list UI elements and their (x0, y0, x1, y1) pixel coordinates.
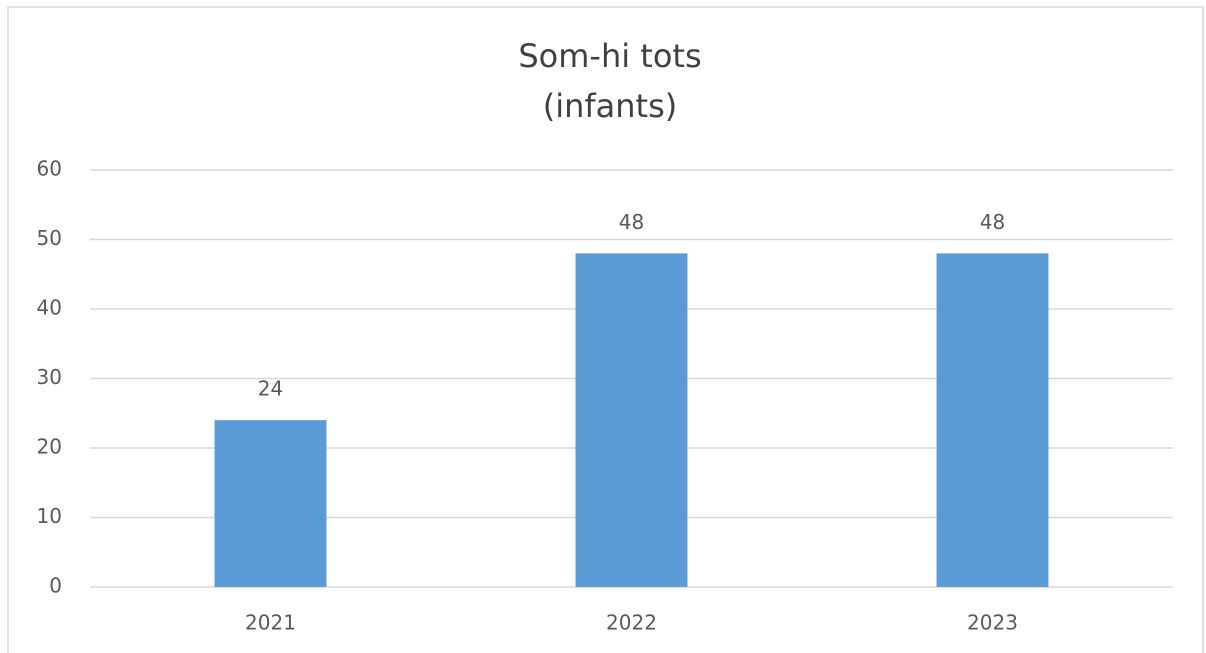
bar (575, 253, 688, 587)
x-tick-label: 2022 (606, 611, 657, 635)
x-tick-label: 2023 (967, 611, 1018, 635)
data-label: 48 (980, 210, 1005, 234)
y-tick-label: 50 (37, 226, 62, 250)
chart-title: (infants) (543, 87, 678, 125)
bar (936, 253, 1049, 587)
x-tick-label: 2021 (245, 611, 296, 635)
chart-title: Som-hi tots (518, 37, 701, 75)
data-label: 24 (258, 377, 283, 401)
y-tick-label: 10 (37, 504, 62, 528)
y-tick-label: 60 (37, 157, 62, 181)
y-tick-label: 20 (37, 435, 62, 459)
y-tick-label: 0 (49, 574, 62, 598)
y-tick-label: 30 (37, 365, 62, 389)
bar (214, 420, 327, 587)
y-tick-label: 40 (37, 296, 62, 320)
data-label: 48 (619, 210, 644, 234)
